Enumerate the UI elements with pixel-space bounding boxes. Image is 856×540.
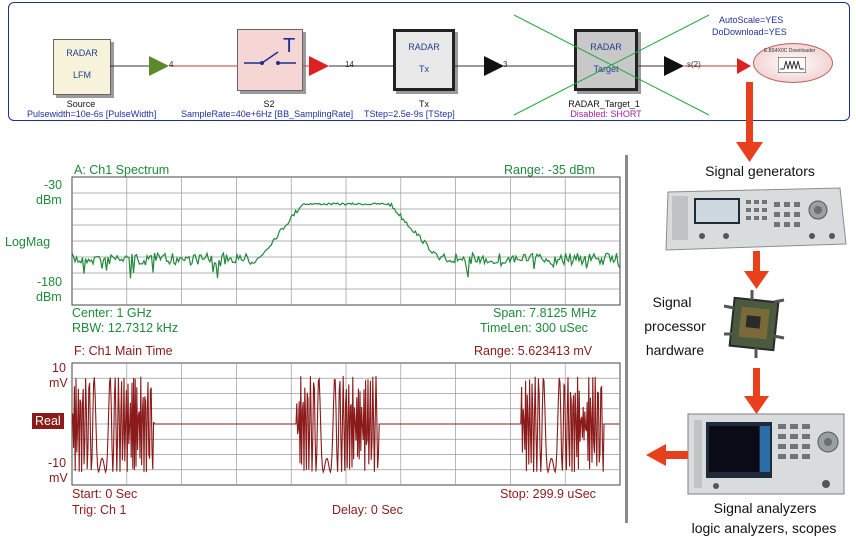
time-y-mid: Real xyxy=(32,413,64,429)
schematic-panel: RADAR LFM Source Pulsewidth=10e-6s [Puls… xyxy=(8,2,850,121)
time-trace xyxy=(71,375,620,475)
wire-label-14: 14 xyxy=(345,60,354,69)
processor-board-image xyxy=(723,290,785,358)
time-stop: Stop: 299.9 uSec xyxy=(500,487,596,501)
signal-analyzer-image xyxy=(687,413,845,495)
s2-name: S2 xyxy=(263,99,275,109)
spectrum-title: A: Ch1 Spectrum xyxy=(74,163,170,177)
target-block[interactable]: RADAR Target xyxy=(574,29,638,91)
spectrum-y-top: -30 xyxy=(44,178,63,192)
spectrum-y-mid: LogMag xyxy=(5,235,51,249)
spectrum-trace xyxy=(71,202,621,279)
red-arrow-icon xyxy=(309,56,329,76)
time-y-bot: -10 xyxy=(48,456,67,470)
time-trig: Trig: Ch 1 xyxy=(72,503,127,517)
signal-generators-label: Signal generators xyxy=(705,163,815,179)
source-block-line1: RADAR xyxy=(66,48,98,58)
downloader-label: E.8S4X0C Downloader xyxy=(764,48,816,54)
time-y-bot-unit: mV xyxy=(49,471,68,485)
spectrum-y-bot-unit: dBm xyxy=(36,290,62,304)
black-arrow-icon xyxy=(484,56,504,76)
processor-line3: hardware xyxy=(645,342,705,358)
target-status: Disabled: SHORT xyxy=(570,109,642,119)
s2-block[interactable]: T xyxy=(237,29,303,91)
target-name: RADAR_Target_1 xyxy=(568,99,640,109)
down-arrow-3 xyxy=(744,368,769,414)
processor-line1: Signal xyxy=(652,294,692,310)
time-title: F: Ch1 Main Time xyxy=(74,344,173,358)
tx-block[interactable]: RADAR Tx xyxy=(393,29,455,91)
waveform-icon xyxy=(778,57,806,73)
source-name: Source xyxy=(66,99,96,109)
left-arrow xyxy=(646,444,688,466)
time-range: Range: 5.623413 mV xyxy=(474,344,593,358)
signal-analyzers-label: Signal analyzers xyxy=(713,500,817,516)
analyzer-panel: A: Ch1 Spectrum Range: -35 dBm -30 dBm L… xyxy=(0,155,628,540)
black-arrow-icon xyxy=(664,56,684,76)
plot-canvas xyxy=(71,176,621,486)
s2-param: SampleRate=40e+6Hz [BB_SamplingRate] xyxy=(181,109,354,119)
spectrum-y-bot: -180 xyxy=(37,275,63,289)
time-delay: Delay: 0 Sec xyxy=(332,503,403,517)
target-block-line1: RADAR xyxy=(590,42,622,52)
logic-analyzers-label: logic analyzers, scopes xyxy=(691,520,837,536)
red-arrow-icon xyxy=(737,58,751,74)
down-arrow-1 xyxy=(736,82,763,162)
tx-block-line2: Tx xyxy=(419,64,429,74)
source-block[interactable]: RADAR LFM xyxy=(53,39,111,95)
wire-label-s2: s(2) xyxy=(687,60,701,69)
autoscale-note: AutoScale=YES xyxy=(719,15,784,25)
spectrum-timelen: TimeLen: 300 uSec xyxy=(480,321,588,335)
tx-name: Tx xyxy=(419,99,429,109)
spectrum-span: Span: 7.8125 MHz xyxy=(493,306,597,320)
svg-text:T: T xyxy=(283,35,295,57)
wire-label-3: 3 xyxy=(503,60,508,69)
vertical-divider xyxy=(625,155,628,523)
dodownload-note: DoDownload=YES xyxy=(712,27,787,37)
source-param: Pulsewidth=10e-6s [PulseWidth] xyxy=(27,109,157,119)
source-block-line2: LFM xyxy=(73,70,91,80)
tx-block-line1: RADAR xyxy=(408,42,440,52)
time-start: Start: 0 Sec xyxy=(72,487,138,501)
green-arrow-icon xyxy=(149,56,169,76)
time-y-top: 10 xyxy=(52,361,66,375)
spectrum-center: Center: 1 GHz xyxy=(72,306,152,320)
processor-line2: processor xyxy=(644,318,706,334)
schematic-wires xyxy=(110,14,751,116)
target-block-line2: Target xyxy=(593,64,619,74)
spectrum-rbw: RBW: 12.7312 kHz xyxy=(72,321,179,335)
switch-icon: T xyxy=(244,35,296,65)
down-arrow-2 xyxy=(744,251,769,289)
spectrum-range: Range: -35 dBm xyxy=(504,163,596,177)
signal-generator-image xyxy=(665,187,847,251)
downloader-block[interactable]: E.8S4X0C Downloader xyxy=(753,43,833,83)
tx-param: TStep=2.5e-9s [TStep] xyxy=(364,109,455,119)
spectrum-y-top-unit: dBm xyxy=(36,193,62,207)
wire-label-4: 4 xyxy=(169,60,174,69)
time-y-top-unit: mV xyxy=(49,376,68,390)
